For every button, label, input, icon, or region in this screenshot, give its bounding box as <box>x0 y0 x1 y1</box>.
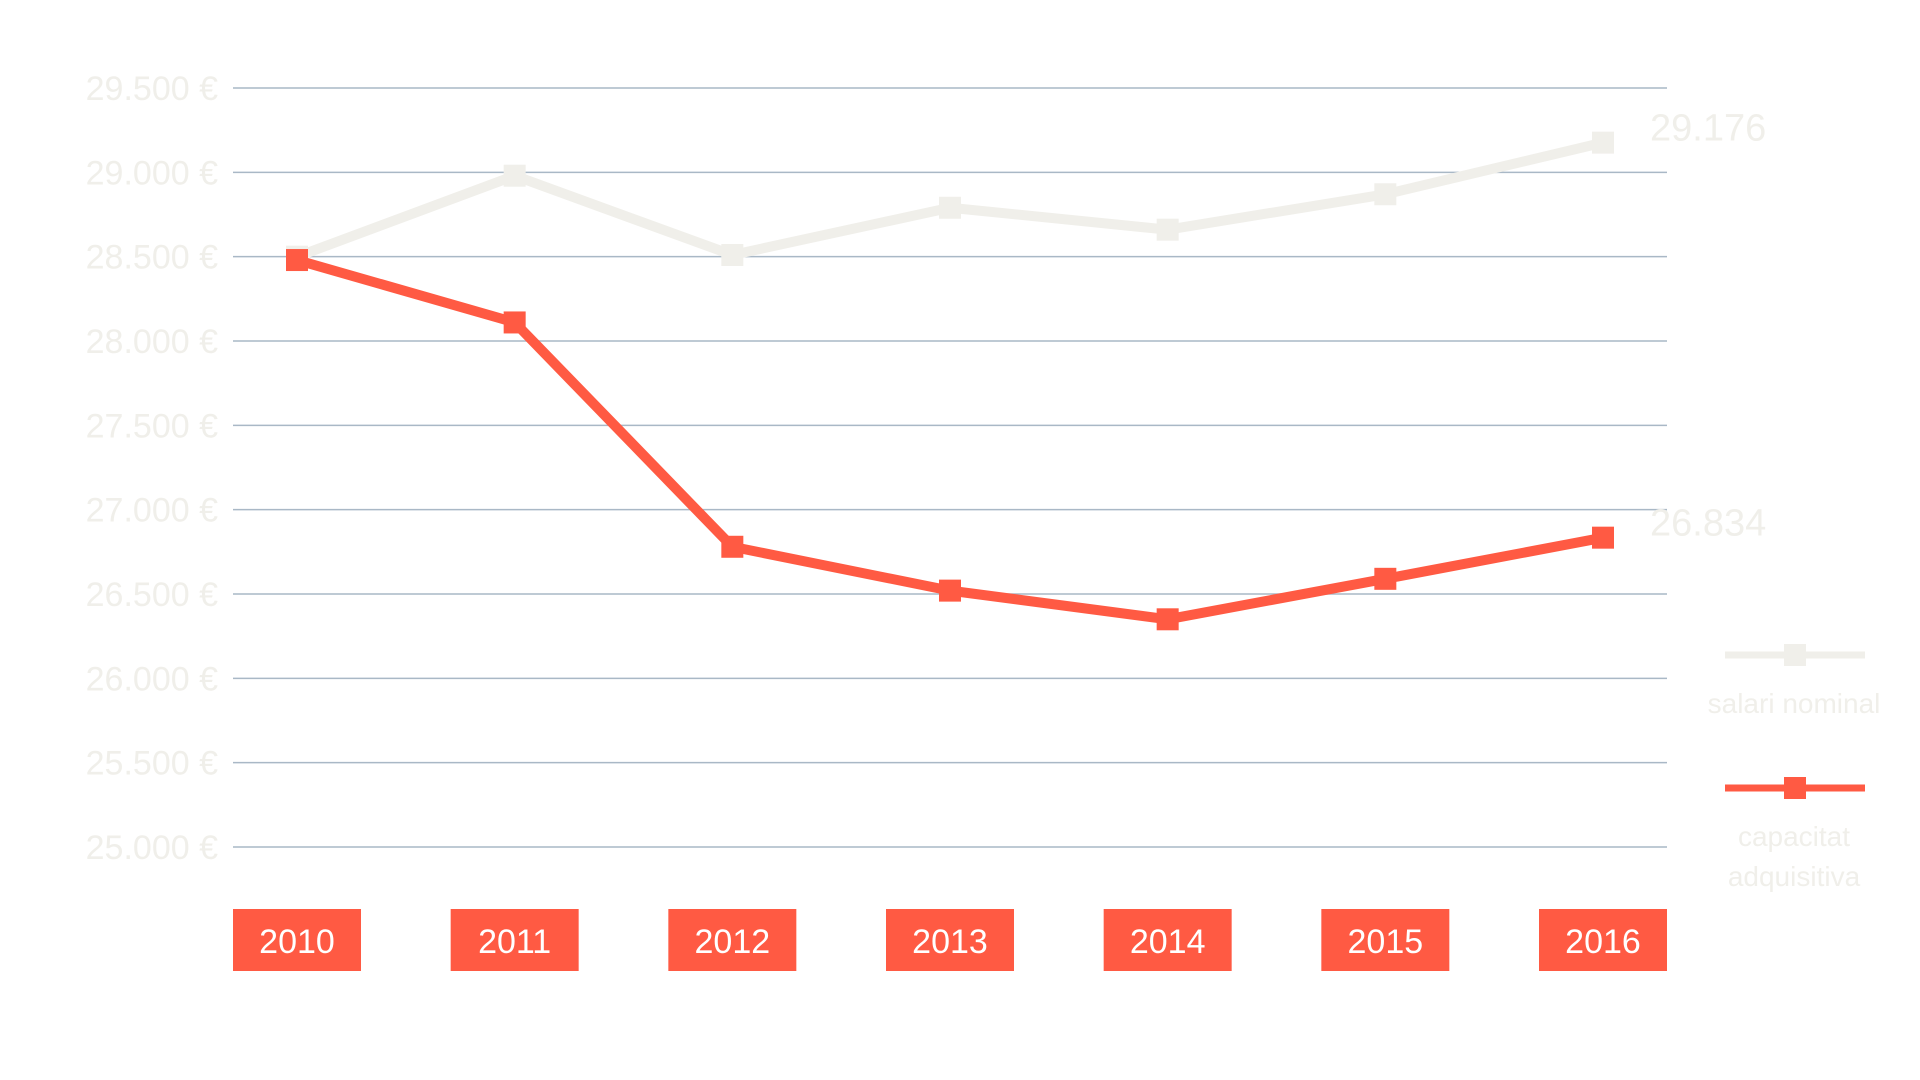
legend-swatch-marker <box>1784 644 1806 666</box>
data-point-marker <box>721 243 744 266</box>
y-tick-label: 25.000 € <box>86 829 218 867</box>
end-value-labels: 29.176 26.834 <box>1650 108 1766 545</box>
legend: salari nominal capacitat adquisitiva <box>1708 644 1881 892</box>
data-point-marker <box>503 164 526 187</box>
data-point-marker <box>939 196 961 219</box>
data-point-marker <box>286 249 308 272</box>
year-label: 2014 <box>1130 923 1206 961</box>
end-value-label: 26.834 <box>1650 503 1766 545</box>
year-label-box <box>233 909 361 971</box>
data-point-marker <box>503 311 526 334</box>
y-tick-label: 27.500 € <box>86 407 218 445</box>
year-label: 2010 <box>259 923 335 961</box>
data-point-marker <box>1592 131 1614 154</box>
end-value-label: 29.176 <box>1650 108 1766 150</box>
data-point-marker <box>1156 608 1179 631</box>
y-axis-ticks: 25.000 € 25.500 € 26.000 € 26.500 € 27.000 €… <box>86 70 218 867</box>
legend-label: capacitat <box>1738 821 1850 852</box>
year-label-box <box>1103 909 1232 971</box>
y-tick-label: 26.000 € <box>86 660 218 698</box>
y-tick-label: 29.000 € <box>86 154 218 192</box>
gridlines <box>233 87 1667 848</box>
y-tick-label: 28.500 € <box>86 239 218 277</box>
data-point-marker <box>721 535 744 558</box>
y-tick-label: 28.000 € <box>86 323 218 361</box>
series-lines <box>286 131 1614 631</box>
y-tick-label: 29.500 € <box>86 70 218 108</box>
year-label: 2011 <box>478 923 551 961</box>
legend-swatch-marker <box>1784 777 1806 799</box>
data-point-marker <box>1156 218 1179 241</box>
y-tick-label: 26.500 € <box>86 576 218 614</box>
legend-label: adquisitiva <box>1728 861 1861 892</box>
series-line-capacitat-adquisitiva <box>295 255 1604 625</box>
y-tick-label: 25.500 € <box>86 745 218 783</box>
year-label-box <box>1321 909 1450 971</box>
year-label-box <box>668 909 797 971</box>
y-tick-label: 27.000 € <box>86 492 218 530</box>
data-point-marker <box>1374 567 1397 590</box>
year-label-box <box>450 909 579 971</box>
year-label-box <box>1539 909 1667 971</box>
data-point-marker <box>1374 183 1397 206</box>
data-point-marker <box>939 579 961 602</box>
year-label: 2015 <box>1348 923 1424 961</box>
legend-label: salari nominal <box>1708 688 1881 719</box>
year-label: 2013 <box>912 923 988 961</box>
year-label: 2012 <box>695 923 771 961</box>
year-label: 2016 <box>1565 923 1641 961</box>
data-point-marker <box>1592 526 1614 549</box>
year-label-box <box>886 909 1014 971</box>
x-axis-year-labels: 2010 2011 2012 2013 2014 2015 2016 <box>233 909 1667 971</box>
